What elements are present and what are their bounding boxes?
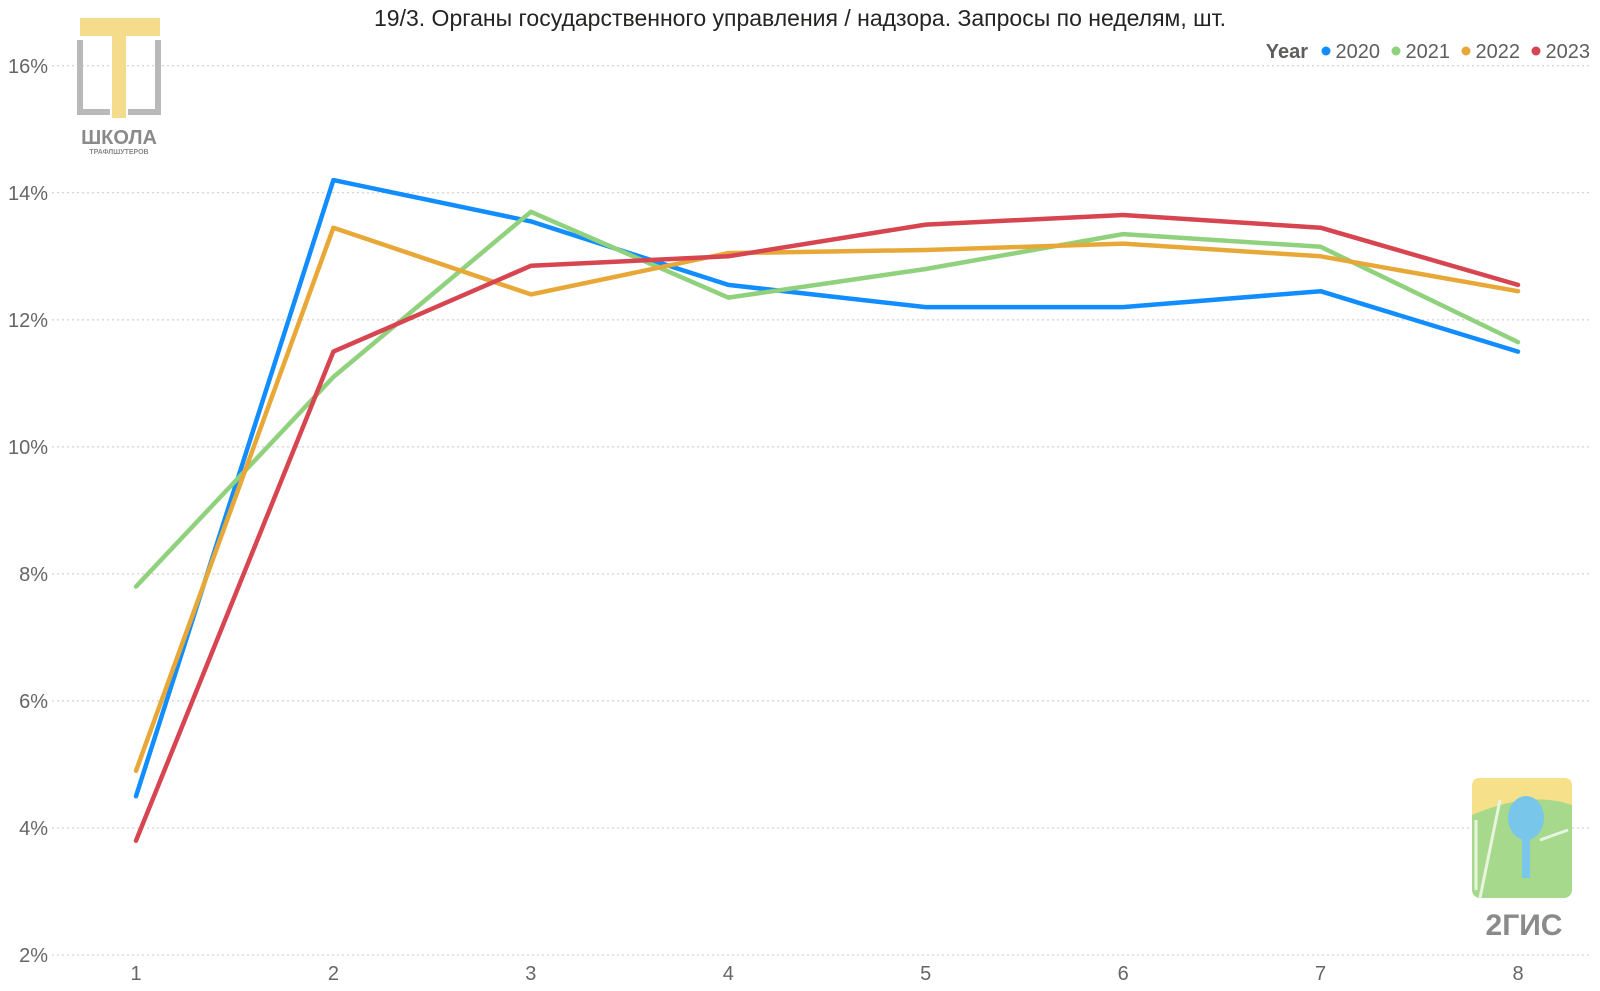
x-tick-label: 1 xyxy=(130,963,141,985)
school-logo: ШКОЛА ТРАФЛШУТЕРОВ xyxy=(77,18,161,156)
dgis-logo: 2ГИС xyxy=(1472,778,1572,942)
series-line-2021[interactable] xyxy=(133,209,1521,589)
dgis-logo-tree-crown xyxy=(1508,796,1544,840)
y-tick-label: 10% xyxy=(8,437,48,459)
legend-marker-2020[interactable] xyxy=(1321,46,1331,56)
y-tick-label: 4% xyxy=(19,818,48,840)
legend-marker-2021[interactable] xyxy=(1391,46,1401,56)
dgis-logo-name: 2ГИС xyxy=(1486,909,1563,942)
y-tick-label: 6% xyxy=(19,691,48,713)
legend-marker-2023[interactable] xyxy=(1531,46,1541,56)
x-tick-label: 4 xyxy=(723,963,734,985)
series-layer xyxy=(133,177,1521,843)
x-tick-label: 2 xyxy=(328,963,339,985)
x-tick-label: 3 xyxy=(525,963,536,985)
school-logo-bar xyxy=(80,18,160,36)
school-logo-stem xyxy=(112,36,126,118)
legend-marker-2022[interactable] xyxy=(1461,46,1471,56)
dgis-logo-roads xyxy=(1474,799,1569,899)
y-tick-label: 12% xyxy=(8,310,48,332)
y-tick-label: 8% xyxy=(19,564,48,586)
series-line-2022[interactable] xyxy=(133,225,1521,774)
x-axis: 1 2 3 4 5 6 7 8 xyxy=(130,963,1523,985)
legend-title: Year xyxy=(1266,41,1308,63)
y-tick-label: 2% xyxy=(19,945,48,967)
y-tick-label: 16% xyxy=(8,56,48,78)
legend-label-2021[interactable]: 2021 xyxy=(1406,41,1451,63)
x-tick-label: 8 xyxy=(1512,963,1523,985)
y-tick-label: 14% xyxy=(8,183,48,205)
school-logo-left-bracket xyxy=(77,40,110,115)
school-logo-right-bracket xyxy=(128,40,161,115)
legend-label-2020[interactable]: 2020 xyxy=(1336,41,1381,63)
chart-title: 19/3. Органы государственного управления… xyxy=(374,5,1226,31)
x-tick-label: 6 xyxy=(1118,963,1129,985)
school-logo-name: ШКОЛА xyxy=(81,127,157,149)
series-line-2023[interactable] xyxy=(133,212,1521,843)
x-tick-label: 7 xyxy=(1315,963,1326,985)
grid-layer xyxy=(52,65,1590,956)
school-logo-subtitle: ТРАФЛШУТЕРОВ xyxy=(89,149,148,156)
dgis-logo-sky xyxy=(1472,778,1572,815)
legend-label-2022[interactable]: 2022 xyxy=(1476,41,1521,63)
y-axis: 2% 4% 6% 8% 10% 12% 14% 16% xyxy=(8,56,48,967)
legend[interactable]: 2023 2022 2021 2020 Year xyxy=(1266,41,1590,63)
series-line-2020[interactable] xyxy=(133,177,1521,799)
x-tick-label: 5 xyxy=(920,963,931,985)
dgis-logo-tree-trunk xyxy=(1522,836,1530,878)
legend-label-2023[interactable]: 2023 xyxy=(1546,41,1591,63)
